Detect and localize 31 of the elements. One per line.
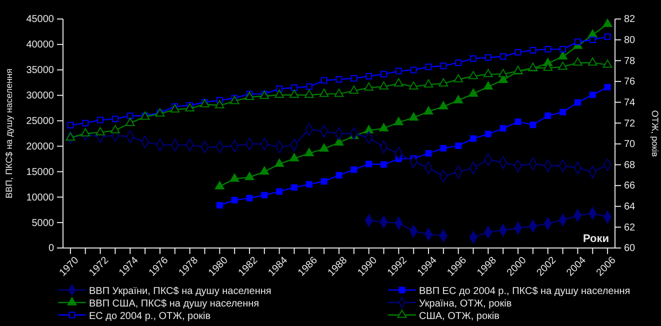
y2-tick-label: 68	[624, 160, 636, 171]
y2-tick-label: 72	[624, 118, 636, 130]
y2-tick-label: 60	[624, 243, 636, 254]
y2-tick-label: 74	[624, 97, 636, 108]
legend-label: ВВП України, ПКС$ на душу населення	[89, 286, 272, 297]
y-tick-label: 35000	[26, 65, 54, 76]
y-tick-label: 10000	[26, 192, 54, 204]
y-tick-label: 20000	[26, 141, 54, 152]
x-axis-title: Роки	[582, 233, 609, 245]
y-tick-label: 45000	[26, 14, 54, 26]
y2-tick-label: 70	[624, 139, 636, 150]
y-tick-label: 0	[48, 243, 54, 254]
y-axis-title: ВВП, ПКС$ на душу населення	[4, 68, 14, 198]
y2-tick-label: 76	[624, 76, 636, 88]
y-tick-label: 40000	[26, 40, 54, 51]
legend-label: США, ОТЖ, років	[419, 311, 500, 322]
y-tick-label: 15000	[26, 166, 54, 178]
y-tick-label: 5000	[32, 218, 54, 229]
legend-label: Україна, ОТЖ, років	[419, 298, 512, 310]
y-tick-label: 30000	[26, 90, 54, 102]
y2-tick-label: 78	[624, 56, 636, 67]
y2-axis-title: ОТЖ, років	[650, 110, 660, 158]
y2-tick-label: 66	[624, 180, 636, 192]
legend-label: ЕС до 2004 р., ОТЖ, років	[89, 311, 211, 322]
y2-tick-label: 62	[624, 222, 636, 234]
y-tick-label: 25000	[26, 116, 54, 127]
y2-tick-label: 82	[624, 14, 636, 26]
y2-tick-label: 80	[624, 35, 636, 46]
y2-tick-label: 64	[624, 202, 636, 213]
legend-label: ВВП США, ПКС$ на душу населення	[89, 298, 260, 310]
legend-label: ВВП ЕС до 2004 р., ПКС$ на душу населення	[419, 286, 630, 297]
